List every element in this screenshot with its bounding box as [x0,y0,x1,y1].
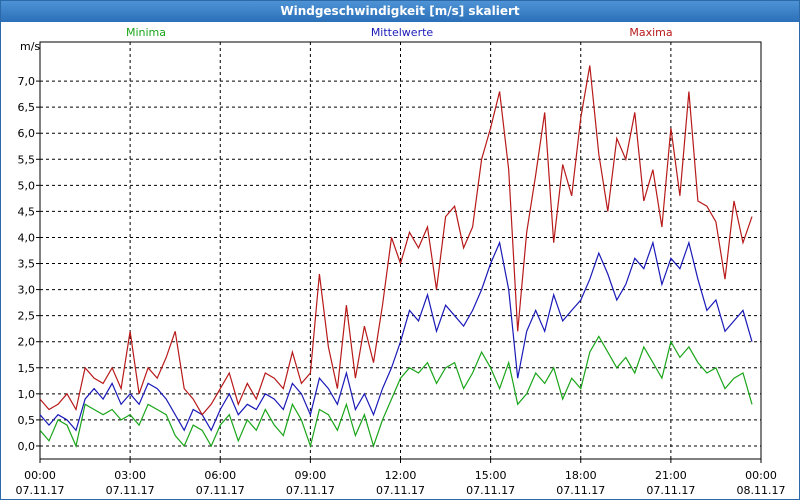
x-tick-time: 00:00 [745,469,777,482]
y-tick-label: 2,0 [18,336,36,349]
legend-maxima: Maxima [629,26,672,39]
series-mittelwerte-line [39,240,753,432]
x-tick-time: 00:00 [24,469,56,482]
x-tick-time: 06:00 [204,469,236,482]
y-tick-label: 1,0 [18,388,36,401]
y-tick-label: 0,5 [18,414,36,427]
x-tick-time: 18:00 [565,469,597,482]
x-tick-time: 15:00 [475,469,507,482]
x-tick-time: 09:00 [295,469,327,482]
y-tick-label: 0,0 [18,440,36,453]
x-tick-date: 07.11.17 [286,484,335,497]
x-tick-date: 07.11.17 [556,484,605,497]
chart-title: Windgeschwindigkeit [m/s] skaliert [1,1,799,22]
series-minima-line [39,335,753,449]
legend: Minima Mittelwerte Maxima [126,26,673,39]
series-lines [39,65,753,449]
y-tick-label: 3,5 [18,258,36,271]
x-tick-date: 08.11.17 [737,484,786,497]
legend-mittelwerte: Mittelwerte [371,26,434,39]
y-tick-label: 4,5 [18,205,36,218]
x-tick-time: 12:00 [385,469,417,482]
x-tick-date: 07.11.17 [376,484,425,497]
y-axis-label: m/s [20,40,40,53]
y-tick-label: 6,5 [18,101,36,114]
legend-minima: Minima [126,26,166,39]
x-tick-time: 21:00 [655,469,687,482]
y-tick-label: 5,5 [18,153,36,166]
series-maxima-line [39,65,753,416]
x-axis: 00:00 07.11.17 03:00 07.11.17 06:00 07.11.17 0… [16,459,786,497]
x-tick-date: 07.11.17 [16,484,65,497]
x-tick-date: 07.11.17 [106,484,155,497]
y-axis: 0,0 0,5 1,0 1,5 2,0 2,5 3,0 3,5 4,0 4,5 5,0 5,5 6,0 6… [18,75,40,453]
x-tick-time: 03:00 [114,469,146,482]
x-tick-date: 07.11.17 [646,484,695,497]
y-tick-label: 6,0 [18,127,36,140]
y-tick-label: 1,5 [18,362,36,375]
x-tick-date: 07.11.17 [196,484,245,497]
y-tick-label: 3,0 [18,284,36,297]
grid [40,42,761,459]
x-tick-date: 07.11.17 [466,484,515,497]
y-tick-label: 7,0 [18,75,36,88]
y-tick-label: 2,5 [18,310,36,323]
y-tick-label: 4,0 [18,231,36,244]
y-tick-label: 5,0 [18,179,36,192]
